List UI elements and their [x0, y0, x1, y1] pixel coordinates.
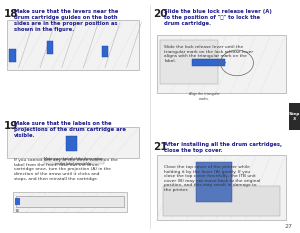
Bar: [15, 198, 20, 205]
Bar: [7, 127, 139, 158]
Text: If you cannot see any of the three colors on the
label from the front, take out : If you cannot see any of the three color…: [14, 158, 118, 181]
Bar: [46, 41, 53, 54]
Text: (A): (A): [16, 209, 20, 213]
Bar: [163, 186, 280, 216]
Text: 27: 27: [284, 224, 292, 229]
Text: Align the triangular
marks.: Align the triangular marks.: [189, 92, 219, 101]
Bar: [9, 49, 16, 62]
Text: Close the top cover of the printer while
holding it by the lever (A) gently. If : Close the top cover of the printer while…: [164, 165, 261, 192]
Text: Make sure that all of the three colors
on the label are visible.: Make sure that all of the three colors o…: [44, 158, 103, 166]
Bar: [66, 136, 76, 151]
Bar: [192, 59, 225, 66]
Bar: [7, 20, 139, 70]
Text: After installing all the drum cartridges,
close the top cover.: After installing all the drum cartridges…: [164, 142, 282, 153]
Bar: [196, 162, 232, 202]
Text: Step
3: Step 3: [289, 112, 300, 121]
Text: Make sure that the levers near the
drum cartridge guides on the both
sides are i: Make sure that the levers near the drum …: [14, 9, 119, 32]
Text: Make sure that the labels on the
projections of the drum cartridge are
visible.: Make sure that the labels on the project…: [14, 121, 126, 138]
Bar: [13, 192, 127, 212]
Bar: [16, 196, 124, 207]
Text: 18: 18: [4, 9, 18, 19]
Text: 21: 21: [154, 142, 168, 152]
Text: Slide the blue lock release lever (A)
to the position of "Ⓑ" to lock the
drum ca: Slide the blue lock release lever (A) to…: [164, 9, 272, 26]
Bar: [289, 103, 300, 130]
Bar: [157, 35, 286, 93]
Bar: [157, 155, 286, 220]
Bar: [160, 40, 218, 84]
Bar: [102, 46, 108, 57]
Bar: [44, 159, 104, 164]
Text: Slide the lock release lever until the
triangular mark on the lock release lever: Slide the lock release lever until the t…: [164, 45, 254, 63]
Text: 19: 19: [4, 121, 18, 131]
Text: 20: 20: [154, 9, 168, 19]
